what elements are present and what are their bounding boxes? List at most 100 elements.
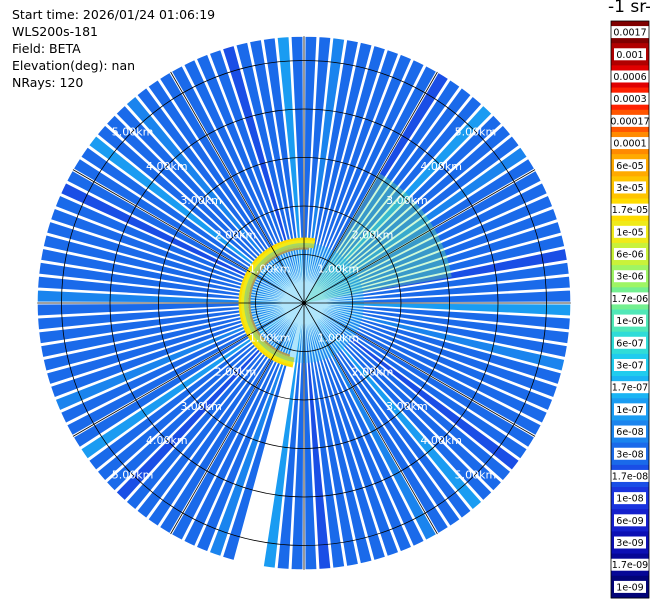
colorbar-tick-label: 0.001 — [616, 50, 643, 61]
range-label: 1.00km — [249, 263, 291, 276]
ray-sector — [303, 87, 472, 304]
field-label: Field: BETA — [12, 41, 81, 56]
ray-sector — [222, 45, 305, 304]
colorbar-tick-bg — [614, 159, 646, 172]
elevation-label: Elevation(deg): nan — [12, 58, 136, 73]
range-label: 1.00km — [249, 331, 291, 344]
ray-sector — [125, 302, 305, 511]
ray-sector — [222, 302, 305, 561]
colorbar-tick-bg — [614, 580, 646, 593]
ray-sectors — [36, 35, 572, 571]
range-label: 4.00km — [420, 160, 462, 173]
colorbar-tick-label: 1e-07 — [616, 405, 643, 416]
ray-sector — [262, 37, 305, 304]
colorbar-tick-label: 6e-06 — [616, 250, 643, 261]
range-label: 2.00km — [352, 366, 394, 379]
ray-sector — [105, 302, 305, 492]
range-label: 4.00km — [146, 434, 188, 447]
ray-sector — [208, 49, 305, 304]
ray-sector — [303, 289, 572, 304]
colorbar-tick-bg — [614, 447, 646, 460]
colorbar-frame — [610, 20, 650, 599]
range-label: 4.00km — [420, 434, 462, 447]
ray-sector — [303, 146, 528, 304]
range-label: 3.00km — [180, 194, 222, 207]
ray-sector — [158, 71, 305, 304]
ray-sector — [37, 275, 305, 304]
radar-center — [302, 301, 306, 305]
ray-sector — [303, 302, 503, 492]
ray-sector — [303, 302, 528, 460]
ray-sector — [303, 302, 413, 553]
ray-sector — [303, 65, 438, 304]
ray-sector — [40, 302, 305, 358]
colorbar-tick-bg — [608, 292, 650, 305]
ray-sector — [303, 95, 483, 304]
ray-sector — [303, 302, 570, 345]
ray-sector — [37, 302, 305, 331]
ray-sector — [235, 41, 305, 304]
colorbar-tick-bg — [611, 137, 649, 150]
ray-sector — [303, 157, 536, 304]
colorbar-tick-label: 0.0001 — [613, 139, 646, 150]
ray-sector — [50, 207, 305, 304]
ray-sector — [303, 302, 512, 482]
ray-sector — [249, 39, 305, 304]
ray-sector — [303, 169, 542, 304]
colorbar-tick-label: 1.7e-07 — [612, 383, 648, 394]
range-label: 3.00km — [180, 400, 222, 413]
colorbar-tick-label: 1.7e-06 — [612, 294, 648, 305]
range-label: 2.00km — [215, 228, 257, 241]
colorbar-tick-bg — [611, 70, 649, 83]
ray-sector — [36, 302, 305, 317]
range-label: 2.00km — [352, 228, 394, 241]
ray-sector — [46, 302, 305, 385]
ray-sector — [303, 302, 571, 331]
ray-sector — [276, 36, 305, 304]
colorbar-tick-label: 1e-09 — [616, 582, 643, 593]
colorbar-tick-bg — [614, 358, 646, 371]
ray-sector — [303, 135, 520, 304]
colorbar-tick-bg — [611, 92, 649, 105]
range-label: 3.00km — [386, 194, 428, 207]
ray-sector — [80, 302, 305, 460]
ray-sector — [183, 59, 305, 304]
ray-sector — [36, 289, 305, 304]
ray-sector — [136, 302, 305, 519]
ray-sector — [303, 302, 386, 561]
range-label: 1.00km — [318, 331, 360, 344]
ray-sector — [147, 79, 305, 304]
ray-sector — [262, 302, 305, 569]
colorbar-tick-label: 1.7e-09 — [612, 560, 648, 571]
range-label: 5.00km — [455, 126, 497, 139]
range-label: 5.00km — [112, 126, 154, 139]
colorbar-tick-label: 3e-06 — [616, 272, 643, 283]
ray-sector — [303, 79, 461, 304]
colorbar-tick-bg — [614, 425, 646, 438]
ray-sector — [303, 41, 373, 304]
ray-sector — [303, 302, 425, 547]
colorbar-tick-label: 6e-07 — [616, 338, 643, 349]
scan-info: Start time: 2026/01/24 01:06:19 WLS200s-… — [12, 6, 215, 91]
ray-sector — [66, 169, 305, 304]
ray-sector — [303, 234, 566, 304]
ray-sector — [303, 302, 562, 385]
ray-sector — [38, 261, 305, 304]
ray-sector — [88, 302, 305, 471]
colorbar-tick-bg — [614, 314, 646, 327]
range-label: 5.00km — [455, 468, 497, 481]
ray-sector — [50, 302, 305, 399]
azimuth-spokes — [37, 36, 571, 570]
ray-sector — [276, 302, 305, 570]
nrays-label: NRays: 120 — [12, 75, 84, 90]
ray-sector — [303, 53, 413, 304]
ray-sector — [38, 302, 305, 345]
ray-sector — [303, 221, 562, 304]
start-time-label: Start time: 2026/01/24 01:06:19 — [12, 7, 216, 22]
ray-sector — [303, 302, 472, 519]
ray-sector — [195, 302, 305, 553]
range-label: 3.00km — [386, 400, 428, 413]
ray-sector — [46, 221, 305, 304]
colorbar-tick-bg — [614, 270, 646, 283]
